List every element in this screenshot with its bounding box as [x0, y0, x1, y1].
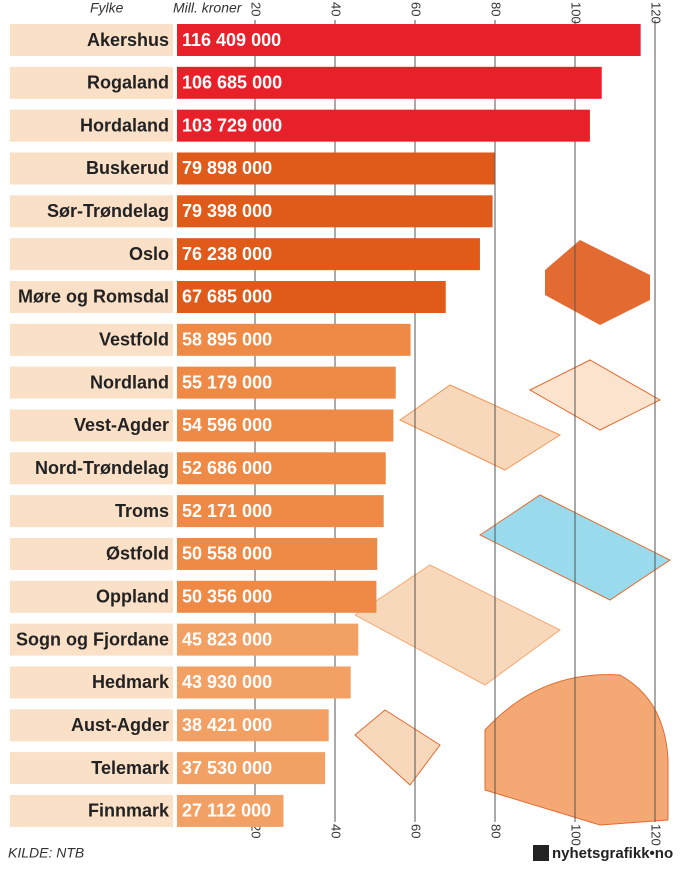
value-label: 103 729 000 — [182, 115, 282, 135]
category-box — [10, 752, 173, 785]
logo-mark — [533, 845, 549, 861]
value-label: 43 930 000 — [182, 672, 272, 692]
category-box — [10, 24, 173, 56]
category-box — [10, 152, 173, 185]
bar — [177, 794, 284, 827]
category-box — [10, 66, 173, 99]
value-label: 106 685 000 — [182, 73, 282, 93]
bar — [177, 623, 359, 656]
value-label: 45 823 000 — [182, 629, 272, 649]
x-tick-label: 80 — [489, 2, 504, 16]
value-label: 58 895 000 — [182, 330, 272, 350]
bar — [177, 366, 396, 399]
category-label: Vestfold — [99, 330, 169, 350]
category-box — [10, 580, 173, 613]
category-box — [10, 195, 173, 228]
category-label: Buskerud — [86, 158, 169, 178]
value-label: 50 356 000 — [182, 587, 272, 607]
x-tick-label: 60 — [409, 2, 424, 16]
category-box — [10, 794, 173, 827]
category-label: Finnmark — [88, 801, 170, 821]
category-box — [10, 495, 173, 528]
category-box — [10, 623, 173, 656]
value-label: 50 558 000 — [182, 544, 272, 564]
category-label: Akershus — [87, 30, 169, 50]
bar — [177, 495, 384, 528]
bar — [177, 195, 493, 228]
x-tick-label: 60 — [409, 824, 424, 838]
value-label: 79 898 000 — [182, 158, 272, 178]
category-label: Telemark — [91, 758, 170, 778]
category-label: Sør-Trøndelag — [47, 201, 169, 221]
category-label: Østfold — [106, 544, 169, 564]
x-tick-label: 40 — [329, 824, 344, 838]
source: KILDE: NTB — [8, 845, 84, 861]
category-label: Vest-Agder — [74, 415, 169, 435]
x-tick-label: 20 — [249, 2, 264, 16]
bar — [177, 537, 378, 570]
category-label: Nordland — [90, 372, 169, 392]
value-label: 76 238 000 — [182, 244, 272, 264]
category-box — [10, 238, 173, 271]
x-tick-label: 20 — [249, 824, 264, 838]
category-label: Oslo — [129, 244, 169, 264]
category-label: Møre og Romsdal — [18, 287, 169, 307]
value-label: 55 179 000 — [182, 372, 272, 392]
bar — [177, 109, 590, 142]
category-label: Oppland — [96, 587, 169, 607]
bar — [177, 24, 641, 56]
bar — [177, 323, 411, 356]
bar — [177, 66, 602, 99]
x-tick-label: 120 — [649, 824, 664, 846]
category-label: Nord-Trøndelag — [35, 458, 169, 478]
x-tick-label: 40 — [329, 2, 344, 16]
value-label: 27 112 000 — [182, 801, 271, 821]
credit: nyhetsgrafikk•no — [552, 845, 673, 862]
category-header: Fylke — [90, 0, 124, 16]
bar — [177, 709, 329, 742]
bar — [177, 280, 446, 313]
category-box — [10, 709, 173, 742]
x-tick-label: 120 — [649, 2, 664, 24]
category-box — [10, 109, 173, 142]
category-label: Aust-Agder — [71, 715, 169, 735]
value-label: 52 171 000 — [182, 501, 272, 521]
category-label: Hordaland — [80, 115, 169, 135]
bar — [177, 452, 386, 485]
category-box — [10, 366, 173, 399]
bar — [177, 752, 326, 785]
value-label: 54 596 000 — [182, 415, 272, 435]
bar — [177, 152, 495, 185]
x-tick-label: 100 — [569, 824, 584, 846]
bar — [177, 580, 377, 613]
category-box — [10, 409, 173, 442]
value-label: 67 685 000 — [182, 287, 272, 307]
bar — [177, 238, 480, 271]
rows: Akershus 116 409 000 Rogaland 106 685 000 Ho… — [10, 24, 641, 827]
category-label: Hedmark — [92, 672, 170, 692]
category-box — [10, 537, 173, 570]
value-label: 79 398 000 — [182, 201, 272, 221]
value-label: 38 421 000 — [182, 715, 272, 735]
category-box — [10, 666, 173, 699]
category-label: Troms — [115, 501, 169, 521]
category-box — [10, 280, 173, 313]
category-box — [10, 323, 173, 356]
bar — [177, 666, 351, 699]
category-label: Sogn og Fjordane — [16, 629, 169, 649]
value-header: Mill. kroner — [173, 0, 243, 16]
x-tick-label: 100 — [569, 2, 584, 24]
bar — [177, 409, 394, 442]
x-tick-label: 80 — [489, 824, 504, 838]
category-label: Rogaland — [87, 73, 169, 93]
category-box — [10, 452, 173, 485]
value-label: 116 409 000 — [182, 30, 281, 50]
value-label: 52 686 000 — [182, 458, 272, 478]
value-label: 37 530 000 — [182, 758, 272, 778]
